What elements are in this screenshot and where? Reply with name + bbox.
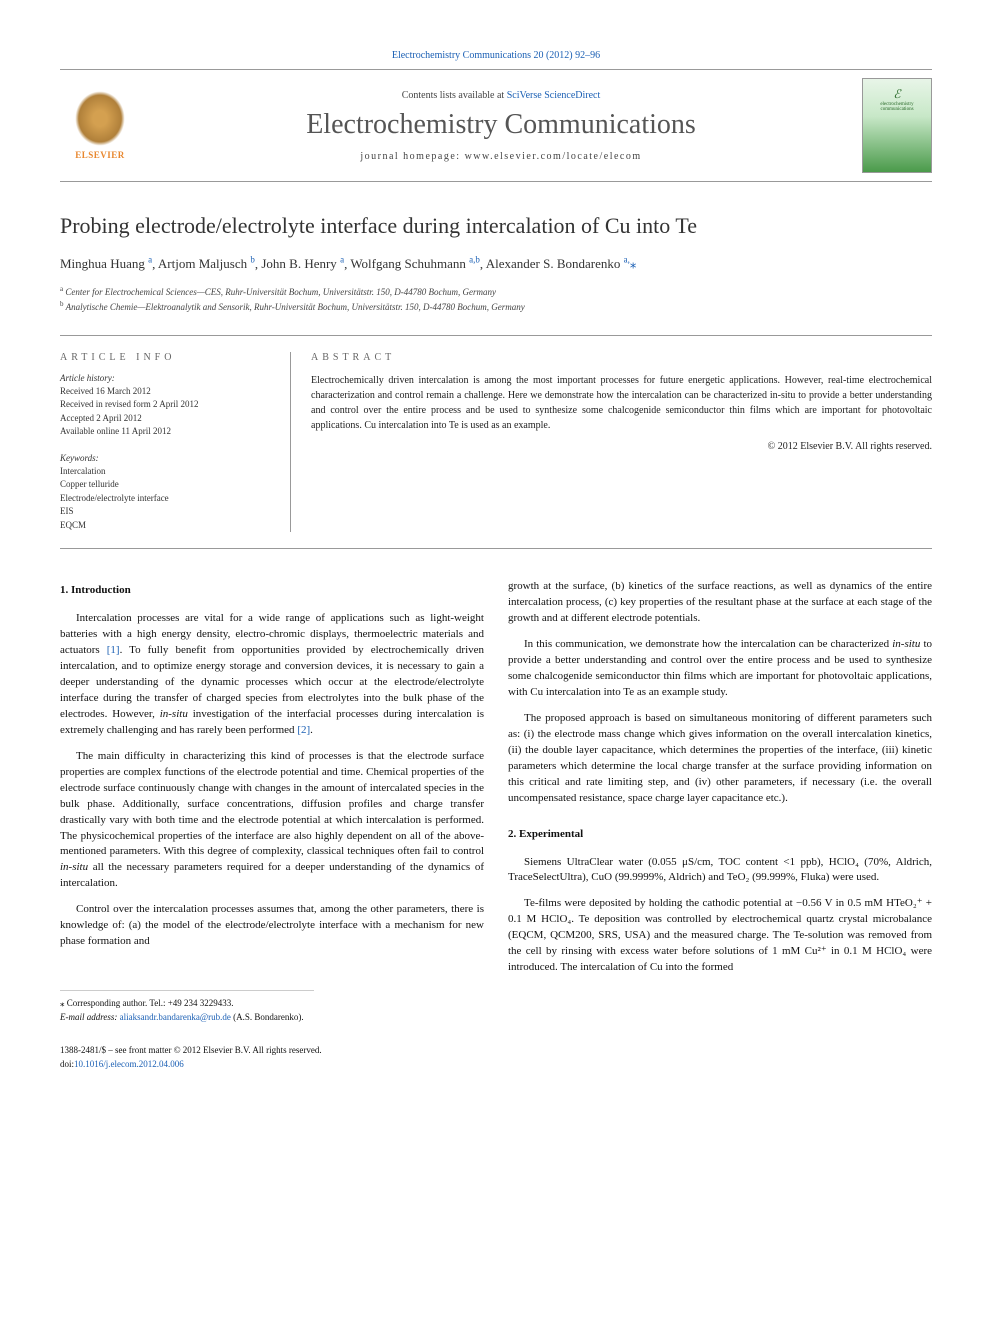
- keyword: Electrode/electrolyte interface: [60, 492, 260, 506]
- front-matter: 1388-2481/$ – see front matter © 2012 El…: [60, 1044, 484, 1058]
- sciencedirect-link[interactable]: SciVerse ScienceDirect: [507, 90, 601, 101]
- article-title: Probing electrode/electrolyte interface …: [60, 212, 932, 241]
- article-meta: ARTICLE INFO Article history: Received 1…: [60, 335, 932, 550]
- homepage-prefix: journal homepage:: [360, 151, 464, 162]
- journal-cover-thumbnail: ℰ electrochemistry communications: [862, 78, 932, 173]
- author: Alexander S. Bondarenko a,⁎: [486, 256, 637, 271]
- journal-title: Electrochemistry Communications: [140, 109, 862, 141]
- header-center: Contents lists available at SciVerse Sci…: [140, 90, 862, 162]
- abstract-copyright: © 2012 Elsevier B.V. All rights reserved…: [311, 441, 932, 452]
- keyword: Intercalation: [60, 465, 260, 479]
- body-paragraph: Intercalation processes are vital for a …: [60, 611, 484, 739]
- history-line: Received 16 March 2012: [60, 385, 260, 399]
- email-suffix: (A.S. Bondarenko).: [233, 1012, 304, 1022]
- history-line: Received in revised form 2 April 2012: [60, 398, 260, 412]
- body-column-left: 1. Introduction Intercalation processes …: [60, 579, 484, 1071]
- doi-link[interactable]: 10.1016/j.elecom.2012.04.006: [74, 1059, 184, 1069]
- keyword: Copper telluride: [60, 478, 260, 492]
- affiliations: a Center for Electrochemical Sciences—CE…: [60, 284, 932, 315]
- body-column-right: growth at the surface, (b) kinetics of t…: [508, 579, 932, 1071]
- journal-reference[interactable]: Electrochemistry Communications 20 (2012…: [60, 50, 932, 61]
- corresponding-author-footer: ⁎ Corresponding author. Tel.: +49 234 32…: [60, 990, 314, 1024]
- contents-prefix: Contents lists available at: [402, 90, 507, 101]
- footer-copyright: 1388-2481/$ – see front matter © 2012 El…: [60, 1044, 484, 1071]
- homepage-url[interactable]: www.elsevier.com/locate/elecom: [465, 151, 642, 162]
- cover-ec-icon: ℰ: [867, 87, 927, 102]
- keyword: EQCM: [60, 519, 260, 533]
- section-heading: 1. Introduction: [60, 583, 484, 599]
- corresponding-marker[interactable]: ⁎: [630, 256, 637, 271]
- body-columns: 1. Introduction Intercalation processes …: [60, 579, 932, 1071]
- citation-link[interactable]: [2]: [297, 724, 310, 736]
- body-paragraph: Te-films were deposited by holding the c…: [508, 896, 932, 976]
- body-paragraph: The main difficulty in characterizing th…: [60, 749, 484, 892]
- corr-tel: ⁎ Corresponding author. Tel.: +49 234 32…: [60, 997, 314, 1011]
- email-link[interactable]: aliaksandr.bandarenka@rub.de: [120, 1012, 231, 1022]
- abstract-block: ABSTRACT Electrochemically driven interc…: [290, 352, 932, 533]
- cover-label: electrochemistry communications: [867, 102, 927, 112]
- abstract-heading: ABSTRACT: [311, 352, 932, 363]
- journal-homepage: journal homepage: www.elsevier.com/locat…: [140, 151, 862, 162]
- author: Wolfgang Schuhmann a,b: [350, 256, 480, 271]
- article-info-block: ARTICLE INFO Article history: Received 1…: [60, 352, 260, 533]
- email-label: E-mail address:: [60, 1012, 117, 1022]
- body-paragraph: Control over the intercalation processes…: [60, 902, 484, 950]
- keywords-label: Keywords:: [60, 453, 260, 463]
- affiliation: b Analytische Chemie—Elektroanalytik and…: [60, 299, 932, 315]
- body-paragraph: Siemens UltraClear water (0.055 μS/cm, T…: [508, 855, 932, 887]
- author: Artjom Maljusch b: [158, 256, 255, 271]
- history-line: Accepted 2 April 2012: [60, 412, 260, 426]
- keyword: EIS: [60, 505, 260, 519]
- journal-header: ELSEVIER Contents lists available at Sci…: [60, 69, 932, 182]
- author: John B. Henry a: [261, 256, 344, 271]
- body-paragraph: The proposed approach is based on simult…: [508, 711, 932, 807]
- contents-line: Contents lists available at SciVerse Sci…: [140, 90, 862, 101]
- body-paragraph: growth at the surface, (b) kinetics of t…: [508, 579, 932, 627]
- history-line: Available online 11 April 2012: [60, 425, 260, 439]
- article-info-heading: ARTICLE INFO: [60, 352, 260, 363]
- author: Minghua Huang a: [60, 256, 152, 271]
- citation-link[interactable]: [1]: [107, 644, 120, 656]
- elsevier-tree-icon: [75, 91, 125, 146]
- body-paragraph: In this communication, we demonstrate ho…: [508, 637, 932, 701]
- doi-prefix: doi:: [60, 1059, 74, 1069]
- affiliation: a Center for Electrochemical Sciences—CE…: [60, 284, 932, 300]
- author-list: Minghua Huang a, Artjom Maljusch b, John…: [60, 255, 932, 272]
- section-heading: 2. Experimental: [508, 827, 932, 843]
- publisher-logo: ELSEVIER: [60, 81, 140, 171]
- publisher-name: ELSEVIER: [75, 150, 125, 160]
- history-label: Article history:: [60, 373, 260, 383]
- abstract-text: Electrochemically driven intercalation i…: [311, 373, 932, 433]
